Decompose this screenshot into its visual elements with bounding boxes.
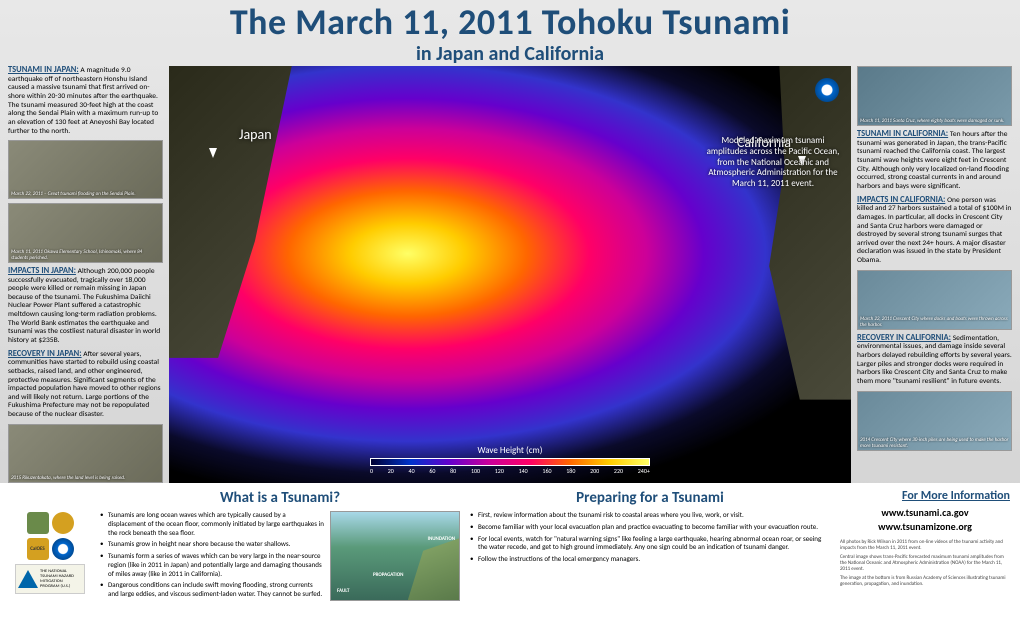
prepare-bullet: Become familiar with your local evacuati… xyxy=(470,523,830,532)
more-info: For More Information www.tsunami.ca.gov … xyxy=(840,489,1010,617)
info-links: www.tsunami.ca.gov www.tsunamizone.org xyxy=(840,507,1010,533)
credits: All photos by Rick Wilson in 2011 from o… xyxy=(840,539,1010,587)
noaa-footer-logo-icon xyxy=(52,538,74,560)
credit-diagram: The image at the bottom is from Russian … xyxy=(840,575,1010,587)
right-column: March 11, 2011 Santa Cruz, where eighty … xyxy=(857,66,1012,483)
legend-ticks: 0 20 40 60 80 100 120 140 160 180 200 22… xyxy=(370,467,650,475)
santa-cruz-caption: March 11, 2011 Santa Cruz, where eighty … xyxy=(860,118,1009,124)
left-column: TSUNAMI IN JAPAN: A magnitude 9.0 earthq… xyxy=(8,66,163,483)
tsunami-ca-title: TSUNAMI IN CALIFORNIA: xyxy=(857,129,948,139)
tsunami-diagram: FAULT PROPAGATION INUNDATION xyxy=(330,511,460,601)
tsunami-japan-title: TSUNAMI IN JAPAN: xyxy=(8,65,79,75)
legend-title: Wave Height (cm) xyxy=(478,445,543,456)
crescent-city-image: March 22, 2011 Crescent City where docks… xyxy=(857,270,1012,330)
legend-colorbar xyxy=(370,458,650,466)
impacts-ca-body: One person was killed and 27 harbors sus… xyxy=(857,196,1011,266)
japan-flood-caption: March 22, 2011 – Great tsunami flooding … xyxy=(11,191,160,197)
tsunami-japan-body: A magnitude 9.0 earthquake off of northe… xyxy=(8,66,158,136)
prepare-bullets: First, review information about the tsun… xyxy=(470,511,830,617)
tsunami-japan-box: TSUNAMI IN JAPAN: A magnitude 9.0 earthq… xyxy=(8,66,163,136)
tsunami-ca-box: TSUNAMI IN CALIFORNIA: Ten hours after t… xyxy=(857,130,1012,192)
info-heading: For More Information xyxy=(840,489,1010,503)
header: The March 11, 2011 Tohoku Tsunami in Jap… xyxy=(0,0,1020,66)
impacts-ca-box: IMPACTS IN CALIFORNIA: One person was ki… xyxy=(857,196,1012,266)
prepare-bullet: Follow the instructions of the local eme… xyxy=(470,555,830,564)
recovery-ca-box: RECOVERY IN CALIFORNIA: Sedimentation, e… xyxy=(857,334,1012,387)
what-bullet: Dangerous conditions can include swift m… xyxy=(100,581,324,599)
crescent-2014-image: 2014 Crescent City where 30-inch piles a… xyxy=(857,391,1012,451)
footer: CalOES THE NATIONAL TSUNAMI HAZARD MITIG… xyxy=(0,483,1020,623)
poster: The March 11, 2011 Tohoku Tsunami in Jap… xyxy=(0,0,1020,623)
map-description: Modeled maximum tsunami amplitudes acros… xyxy=(703,136,843,190)
cgs-logo-icon xyxy=(52,512,74,534)
center-column: Japan California Modeled maximum tsunami… xyxy=(169,66,851,483)
credit-photos: All photos by Rick Wilson in 2011 from o… xyxy=(840,539,1010,551)
impacts-japan-body: Although 200,000 people successfully eva… xyxy=(8,267,160,345)
nthmp-triangle-icon xyxy=(18,570,38,588)
preparing-tsunami: Preparing for a Tsunami First, review in… xyxy=(470,489,830,617)
recovery-japan-box: RECOVERY IN JAPAN: After several years, … xyxy=(8,350,163,420)
recovery-japan-title: RECOVERY IN JAPAN: xyxy=(8,349,82,359)
rikuzentakata-image: 2015 Rikuzentakata, where the land level… xyxy=(8,424,163,483)
santa-cruz-image: March 11, 2011 Santa Cruz, where eighty … xyxy=(857,66,1012,126)
link-tsunamizone[interactable]: www.tsunamizone.org xyxy=(840,521,1010,533)
caloes-logo-icon: CalOES xyxy=(27,538,49,560)
what-is-tsunami: What is a Tsunami? Tsunamis are long oce… xyxy=(100,489,460,617)
noaa-logo-icon xyxy=(815,78,839,102)
impacts-japan-box: IMPACTS IN JAPAN: Although 200,000 peopl… xyxy=(8,267,163,346)
what-heading: What is a Tsunami? xyxy=(100,489,460,507)
rikuzentakata-caption: 2015 Rikuzentakata, where the land level… xyxy=(11,475,160,481)
prepare-bullet: For local events, watch for "natural war… xyxy=(470,535,830,553)
link-tsunami-ca[interactable]: www.tsunami.ca.gov xyxy=(840,507,1010,519)
usgs-logo-icon xyxy=(27,512,49,534)
okawa-caption: March 11, 2011 Okawa Elementary School, … xyxy=(11,249,160,261)
recovery-japan-body: After several years, communities have st… xyxy=(8,350,161,420)
prepare-heading: Preparing for a Tsunami xyxy=(470,489,830,507)
inundation-label: INUNDATION xyxy=(428,536,455,542)
main-title: The March 11, 2011 Tohoku Tsunami xyxy=(0,4,1020,40)
prepare-bullet: First, review information about the tsun… xyxy=(470,511,830,520)
partner-logos: CalOES THE NATIONAL TSUNAMI HAZARD MITIG… xyxy=(10,489,90,617)
what-bullet: Tsunamis are long ocean waves which are … xyxy=(100,511,324,537)
impacts-japan-title: IMPACTS IN JAPAN: xyxy=(8,266,76,276)
what-bullets: Tsunamis are long ocean waves which are … xyxy=(100,511,324,617)
fault-label: FAULT xyxy=(337,588,349,594)
impacts-ca-title: IMPACTS IN CALIFORNIA: xyxy=(857,195,945,205)
wave-height-legend: Wave Height (cm) 0 20 40 60 80 100 120 1… xyxy=(370,445,650,475)
crescent-2014-caption: 2014 Crescent City where 30-inch piles a… xyxy=(860,437,1009,449)
main-content: TSUNAMI IN JAPAN: A magnitude 9.0 earthq… xyxy=(0,66,1020,483)
what-bullet: Tsunamis grow in height near shore becau… xyxy=(100,540,324,549)
japan-pointer-icon xyxy=(209,148,217,158)
nthmp-logo: THE NATIONAL TSUNAMI HAZARD MITIGATION P… xyxy=(15,564,85,594)
tsunami-ca-body: Ten hours after the tsunami was generate… xyxy=(857,130,1009,191)
nthmp-label: THE NATIONAL TSUNAMI HAZARD MITIGATION P… xyxy=(40,569,82,589)
crescent-city-caption: March 22, 2011 Crescent City where docks… xyxy=(860,316,1009,328)
propagation-label: PROPAGATION xyxy=(373,572,403,578)
pacific-map: Japan California Modeled maximum tsunami… xyxy=(169,66,851,483)
recovery-ca-body: Sedimentation, environmental issues, and… xyxy=(857,334,1012,386)
what-bullet: Tsunamis form a series of waves which ca… xyxy=(100,552,324,578)
recovery-ca-title: RECOVERY IN CALIFORNIA: xyxy=(857,333,951,343)
japan-flood-image: March 22, 2011 – Great tsunami flooding … xyxy=(8,140,163,199)
credit-map: Central image shows trans-Pacific foreca… xyxy=(840,554,1010,572)
diagram-coast xyxy=(408,538,459,600)
subtitle: in Japan and California xyxy=(0,42,1020,66)
okawa-school-image: March 11, 2011 Okawa Elementary School, … xyxy=(8,203,163,262)
japan-label: Japan xyxy=(239,126,272,143)
